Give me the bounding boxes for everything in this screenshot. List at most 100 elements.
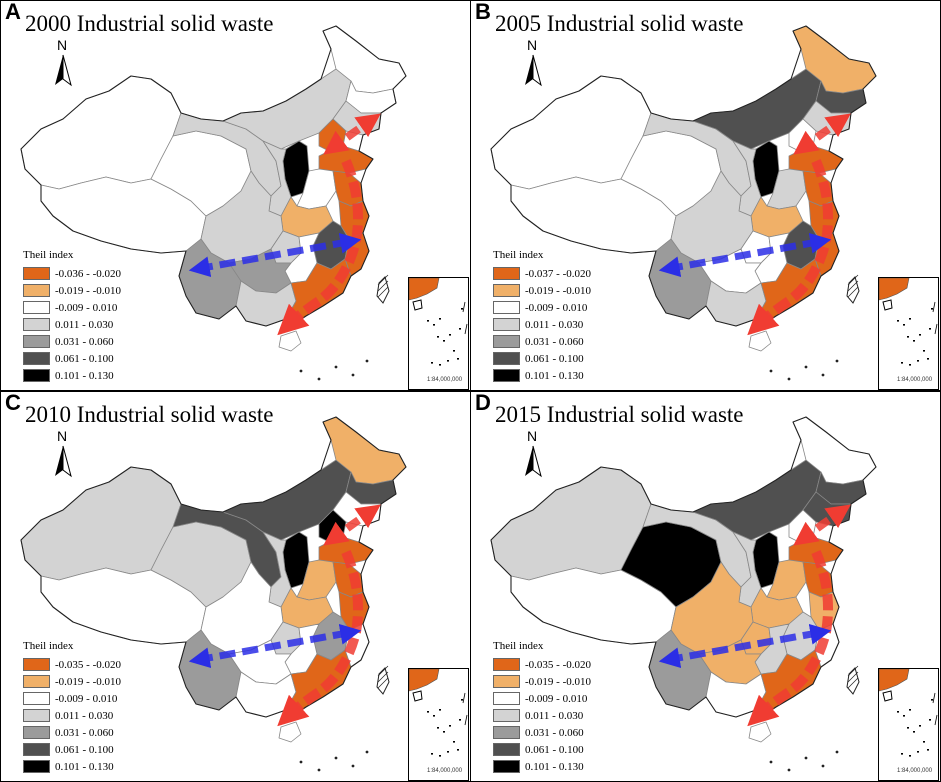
island-mark bbox=[299, 369, 303, 373]
north-coast-arrow bbox=[793, 504, 851, 546]
legend-item: 0.031 - 0.060 bbox=[23, 724, 121, 741]
taiwan-hatch bbox=[377, 677, 389, 689]
island-mark bbox=[365, 359, 369, 363]
country-outline bbox=[20, 416, 407, 718]
legend-swatch bbox=[23, 352, 50, 365]
map-panel-b: B 2005 Industrial solid waste N Theil index… bbox=[470, 0, 941, 391]
legend-swatch bbox=[493, 318, 520, 331]
taiwan-hatch bbox=[847, 671, 859, 683]
island-mark bbox=[351, 373, 355, 377]
legend-swatch bbox=[23, 692, 50, 705]
legend-swatch bbox=[493, 692, 520, 705]
legend-label: 0.101 - 0.130 bbox=[55, 369, 114, 382]
north-coast-arrow bbox=[323, 504, 381, 546]
south-china-sea-inset: 1:84,000,000 bbox=[408, 277, 469, 390]
legend-swatch bbox=[23, 675, 50, 688]
country-outline bbox=[490, 416, 877, 718]
legend-swatch bbox=[493, 369, 520, 382]
legend-item: -0.019 - -0.010 bbox=[493, 673, 591, 690]
taiwan-hatch bbox=[847, 286, 859, 298]
legend-item: -0.019 - -0.010 bbox=[493, 282, 591, 299]
island-mark bbox=[334, 365, 338, 369]
legend-item: -0.009 - 0.010 bbox=[493, 299, 591, 316]
legend-item: 0.061 - 0.100 bbox=[493, 741, 591, 758]
legend-swatch bbox=[23, 658, 50, 671]
legend-swatch bbox=[23, 335, 50, 348]
east-west-arrow bbox=[658, 623, 832, 669]
legend-item: -0.009 - 0.010 bbox=[23, 690, 121, 707]
legend-swatch bbox=[493, 335, 520, 348]
legend-swatch bbox=[493, 658, 520, 671]
island-mark bbox=[317, 377, 321, 381]
legend-title: Theil index bbox=[23, 249, 74, 261]
panel-title: 2000 Industrial solid waste bbox=[25, 11, 274, 36]
legend-swatch bbox=[493, 675, 520, 688]
legend-label: -0.019 - -0.010 bbox=[55, 284, 121, 297]
taiwan-hatch bbox=[847, 677, 859, 689]
legend-item: 0.011 - 0.030 bbox=[493, 707, 591, 724]
legend-label: 0.011 - 0.030 bbox=[55, 318, 114, 331]
taiwan-outline bbox=[846, 276, 860, 304]
legend-label: 0.031 - 0.060 bbox=[525, 726, 584, 739]
island-mark bbox=[804, 756, 808, 760]
panel-letter: C bbox=[5, 391, 21, 415]
north-arrow-icon: N bbox=[51, 37, 75, 89]
island-mark bbox=[835, 359, 839, 363]
island-mark bbox=[299, 760, 303, 764]
legend-label: 0.031 - 0.060 bbox=[525, 335, 584, 348]
legend-item: 0.011 - 0.030 bbox=[23, 707, 121, 724]
inset-scale-label: 1:84,000,000 bbox=[897, 377, 933, 383]
island-mark bbox=[769, 760, 773, 764]
legend-item: -0.035 - -0.020 bbox=[23, 656, 121, 673]
island-mark bbox=[835, 750, 839, 754]
legend-item: -0.036 - -0.020 bbox=[23, 265, 121, 282]
china-province-map bbox=[490, 416, 877, 772]
legend-label: 0.101 - 0.130 bbox=[525, 369, 584, 382]
legend-item: -0.035 - -0.020 bbox=[493, 656, 591, 673]
province-hainan bbox=[748, 330, 772, 352]
east-west-arrow bbox=[188, 232, 362, 278]
legend: Theil index -0.036 - -0.020 -0.019 - -0.01… bbox=[23, 249, 121, 384]
legend: Theil index -0.035 - -0.020 -0.019 - -0.01… bbox=[493, 640, 591, 775]
island-mark bbox=[317, 768, 321, 772]
legend-item: 0.061 - 0.100 bbox=[23, 350, 121, 367]
legend-label: -0.035 - -0.020 bbox=[525, 658, 591, 671]
legend-swatch bbox=[23, 301, 50, 314]
legend-label: 0.061 - 0.100 bbox=[55, 743, 114, 756]
legend-label: 0.101 - 0.130 bbox=[525, 760, 584, 773]
legend-label: -0.009 - 0.010 bbox=[55, 301, 118, 314]
taiwan-hatch bbox=[377, 286, 389, 298]
legend-item: 0.031 - 0.060 bbox=[23, 333, 121, 350]
island-mark bbox=[821, 764, 825, 768]
north-label: N bbox=[57, 428, 68, 444]
inset-scale-label: 1:84,000,000 bbox=[897, 768, 933, 774]
map-panel-d: D 2015 Industrial solid waste N Theil index… bbox=[470, 391, 941, 782]
legend-label: 0.101 - 0.130 bbox=[55, 760, 114, 773]
legend: Theil index -0.035 - -0.020 -0.019 - -0.01… bbox=[23, 640, 121, 775]
legend-item: -0.019 - -0.010 bbox=[23, 673, 121, 690]
legend-swatch bbox=[493, 284, 520, 297]
taiwan-outline bbox=[376, 276, 390, 304]
east-west-arrow bbox=[658, 232, 832, 278]
legend-swatch bbox=[493, 301, 520, 314]
legend-item: 0.061 - 0.100 bbox=[493, 350, 591, 367]
legend-item: -0.019 - -0.010 bbox=[23, 282, 121, 299]
legend-swatch bbox=[493, 352, 520, 365]
legend-item: -0.037 - -0.020 bbox=[493, 265, 591, 282]
province-hainan bbox=[748, 721, 772, 743]
island-mark bbox=[821, 373, 825, 377]
legend-item: 0.101 - 0.130 bbox=[493, 758, 591, 775]
legend-label: 0.031 - 0.060 bbox=[55, 335, 114, 348]
island-mark bbox=[787, 377, 791, 381]
legend: Theil index -0.037 - -0.020 -0.019 - -0.01… bbox=[493, 249, 591, 384]
legend-label: -0.019 - -0.010 bbox=[55, 675, 121, 688]
legend-swatch bbox=[493, 726, 520, 739]
map-panel-c: C 2010 Industrial solid waste N Theil index… bbox=[0, 391, 471, 782]
china-province-map bbox=[20, 416, 407, 772]
north-coast-arrow bbox=[793, 113, 851, 155]
legend-label: 0.011 - 0.030 bbox=[525, 318, 584, 331]
legend-label: -0.019 - -0.010 bbox=[525, 284, 591, 297]
island-mark bbox=[351, 764, 355, 768]
legend-swatch bbox=[23, 743, 50, 756]
inset-scale-label: 1:84,000,000 bbox=[427, 377, 463, 383]
